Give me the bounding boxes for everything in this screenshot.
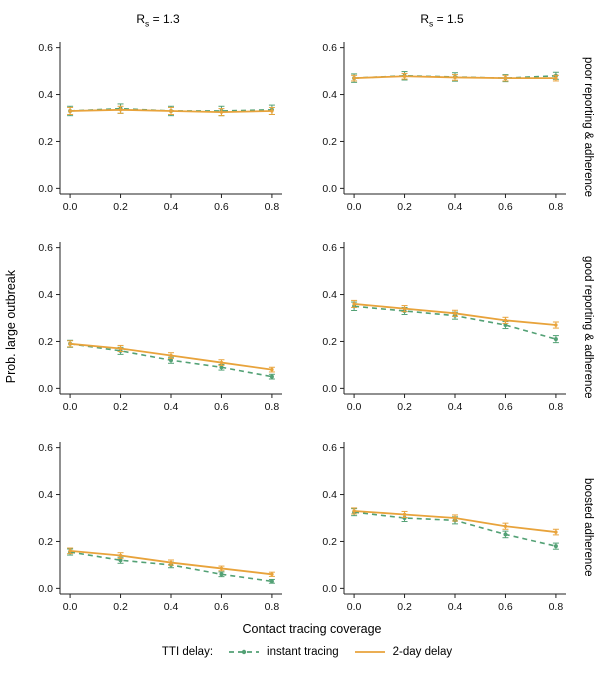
svg-text:0.0: 0.0 [38,583,53,595]
svg-text:0.6: 0.6 [38,42,53,54]
svg-text:0.6: 0.6 [38,242,53,254]
svg-text:0.6: 0.6 [498,401,513,413]
svg-text:0.6: 0.6 [498,201,513,213]
svg-text:0.4: 0.4 [164,401,179,413]
svg-text:0.2: 0.2 [397,601,412,613]
svg-text:0.0: 0.0 [63,401,78,413]
svg-text:0.4: 0.4 [448,601,463,613]
svg-text:0.6: 0.6 [38,442,53,454]
svg-text:0.4: 0.4 [164,201,179,213]
legend: TTI delay: instant tracing 2-day delay [0,646,614,658]
col-title-base: R [136,12,146,26]
svg-text:0.6: 0.6 [322,242,337,254]
row-strip-poor-reporting: poor reporting & adherence [578,34,598,220]
panel-good-rs15: 0.0 0.2 0.4 0.6 0.8 0.0 0.2 0.4 0.6 [322,242,566,413]
svg-text:0.0: 0.0 [38,383,53,395]
svg-text:0.0: 0.0 [347,601,362,613]
panels-area: Prob. large outbreak 0.0 0.2 0.4 0.6 0.8 0.0 0… [0,34,614,620]
svg-text:0.4: 0.4 [448,401,463,413]
svg-text:0.8: 0.8 [549,201,564,213]
col-title-rs-1-5: Rs = 1.5 [306,8,578,34]
panel-boosted-rs13: 0.0 0.2 0.4 0.6 0.8 0.0 0.2 0.4 0.6 [38,442,282,613]
svg-text:0.0: 0.0 [347,401,362,413]
legend-title: TTI delay: [161,646,214,658]
svg-text:0.0: 0.0 [63,601,78,613]
panel-poor-rs13: 0.0 0.2 0.4 0.6 0.8 0.0 0.2 0.4 0.6 [38,42,282,213]
col-title-base: R [420,12,430,26]
svg-text:0.4: 0.4 [38,89,53,101]
y-axis-label: Prob. large outbreak [0,34,22,620]
legend-key-instant-tracing-icon [229,649,260,655]
svg-text:0.6: 0.6 [214,401,229,413]
legend-item-instant-tracing: instant tracing [227,646,339,658]
col-title-rs-1-3: Rs = 1.3 [22,8,294,34]
row-strip-good-reporting: good reporting & adherence [578,234,598,420]
legend-label-2-day-delay: 2-day delay [392,646,453,658]
row-strip-text: good reporting & adherence [582,255,594,399]
row-strips: poor reporting & adherence good reportin… [578,34,598,620]
svg-text:0.2: 0.2 [322,136,337,148]
svg-text:0.2: 0.2 [322,336,337,348]
svg-text:0.4: 0.4 [38,289,53,301]
col-title-subscript: s [429,18,434,29]
svg-text:0.2: 0.2 [38,336,53,348]
svg-text:0.4: 0.4 [164,601,179,613]
legend-key-2-day-delay-icon [354,651,385,653]
svg-text:0.2: 0.2 [113,201,128,213]
svg-text:0.4: 0.4 [322,289,337,301]
svg-text:0.2: 0.2 [322,536,337,548]
col-title-subscript: s [145,18,150,29]
svg-text:0.4: 0.4 [322,489,337,501]
svg-text:0.8: 0.8 [265,601,280,613]
svg-text:0.2: 0.2 [38,136,53,148]
y-axis-label-text: Prob. large outbreak [4,270,18,384]
svg-text:0.2: 0.2 [397,201,412,213]
legend-label-instant-tracing: instant tracing [267,646,339,658]
svg-text:0.6: 0.6 [498,601,513,613]
row-strip-text: poor reporting & adherence [582,56,594,197]
svg-text:0.0: 0.0 [63,201,78,213]
svg-text:0.8: 0.8 [265,201,280,213]
panel-good-rs13: 0.0 0.2 0.4 0.6 0.8 0.0 0.2 0.4 0.6 [38,242,282,413]
svg-text:0.6: 0.6 [322,42,337,54]
svg-text:0.2: 0.2 [113,401,128,413]
svg-text:0.4: 0.4 [38,489,53,501]
svg-text:0.6: 0.6 [214,201,229,213]
svg-text:0.8: 0.8 [549,401,564,413]
svg-text:0.6: 0.6 [214,601,229,613]
panel-poor-rs15: 0.0 0.2 0.4 0.6 0.8 0.0 0.2 0.4 0.6 [322,42,566,213]
col-title-value: = 1.3 [149,12,180,26]
svg-text:0.2: 0.2 [113,601,128,613]
svg-text:0.0: 0.0 [322,383,337,395]
row-strip-boosted-adherence: boosted adherence [578,434,598,620]
svg-text:0.2: 0.2 [38,536,53,548]
panel-boosted-rs15: 0.0 0.2 0.4 0.6 0.8 0.0 0.2 0.4 0.6 [322,442,566,613]
svg-text:0.0: 0.0 [322,583,337,595]
svg-text:0.4: 0.4 [322,89,337,101]
svg-text:0.8: 0.8 [549,601,564,613]
svg-text:0.2: 0.2 [397,401,412,413]
x-axis-label: Contact tracing coverage [242,622,382,636]
legend-item-2-day-delay: 2-day delay [353,646,452,658]
column-titles: Rs = 1.3 Rs = 1.5 [22,8,614,34]
svg-text:0.6: 0.6 [322,442,337,454]
panel-grid: 0.0 0.2 0.4 0.6 0.8 0.0 0.2 0.4 0.6 0.0 0.2 0.4 0.6… [22,34,578,620]
svg-text:0.0: 0.0 [38,183,53,195]
svg-text:0.8: 0.8 [265,401,280,413]
row-strip-text: boosted adherence [582,477,594,577]
svg-text:0.0: 0.0 [322,183,337,195]
col-title-value: = 1.5 [433,12,464,26]
svg-text:0.4: 0.4 [448,201,463,213]
svg-text:0.0: 0.0 [347,201,362,213]
